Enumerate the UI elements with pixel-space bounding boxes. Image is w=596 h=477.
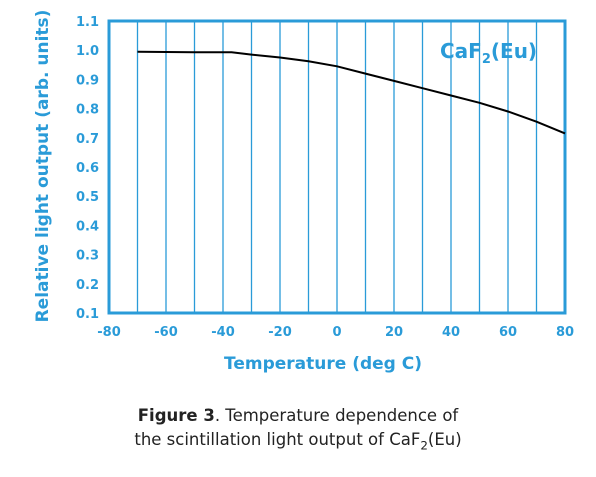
y-tick-label: 0.5 — [76, 190, 99, 205]
series-label: CaF2(Eu) — [440, 39, 537, 67]
x-tick-label: 80 — [556, 325, 574, 340]
x-tick-label: -60 — [154, 325, 178, 340]
series-label-main: CaF — [440, 39, 482, 63]
x-tick-label: -40 — [211, 325, 235, 340]
caption-line-2-tail: (Eu) — [427, 430, 462, 449]
plot-frame — [107, 19, 567, 315]
x-tick-label: 0 — [332, 325, 341, 340]
y-tick-label: 0.9 — [76, 73, 99, 88]
x-tick-label: -20 — [268, 325, 292, 340]
y-tick-label: 0.1 — [76, 307, 99, 322]
caption-line-2: the scintillation light output of CaF2(E… — [0, 428, 596, 452]
y-tick-label: 0.4 — [76, 219, 99, 234]
x-tick-label: 40 — [442, 325, 460, 340]
vertical-gridlines — [136, 21, 538, 313]
y-tick-label: 0.6 — [76, 161, 99, 176]
x-tick-label: 60 — [499, 325, 517, 340]
y-tick-label: 0.3 — [76, 249, 99, 264]
y-tick-label: 0.2 — [76, 278, 99, 293]
caption-line-1-text: . Temperature dependence of — [214, 406, 459, 425]
y-tick-label: 0.8 — [76, 103, 99, 118]
series-line-caf2-eu — [137, 50, 566, 135]
series-label-sub: 2 — [482, 52, 491, 67]
x-tick-label: -80 — [97, 325, 121, 340]
caption-line-2-main: the scintillation light output of CaF — [134, 430, 421, 449]
series-label-tail: (Eu) — [491, 39, 537, 63]
y-axis-title: Relative light output (arb. units) — [33, 10, 53, 323]
x-tick-labels: -80 -60 -40 -20 0 20 40 60 80 — [97, 325, 574, 340]
caption-line-1: Figure 3. Temperature dependence of — [0, 404, 596, 428]
x-tick-label: 20 — [385, 325, 403, 340]
caption-line-2-sub: 2 — [420, 438, 428, 453]
figure-caption: Figure 3. Temperature dependence of the … — [0, 404, 596, 452]
x-axis-title: Temperature (deg C) — [224, 354, 422, 374]
caption-figure-label: Figure 3 — [137, 406, 215, 425]
y-tick-label: 1.0 — [76, 44, 99, 59]
y-tick-labels: 0.1 0.2 0.3 0.4 0.5 0.6 0.7 0.8 0.9 1.0 1.1 — [76, 15, 99, 322]
y-tick-label: 0.7 — [76, 132, 99, 147]
y-tick-label: 1.1 — [76, 15, 99, 30]
